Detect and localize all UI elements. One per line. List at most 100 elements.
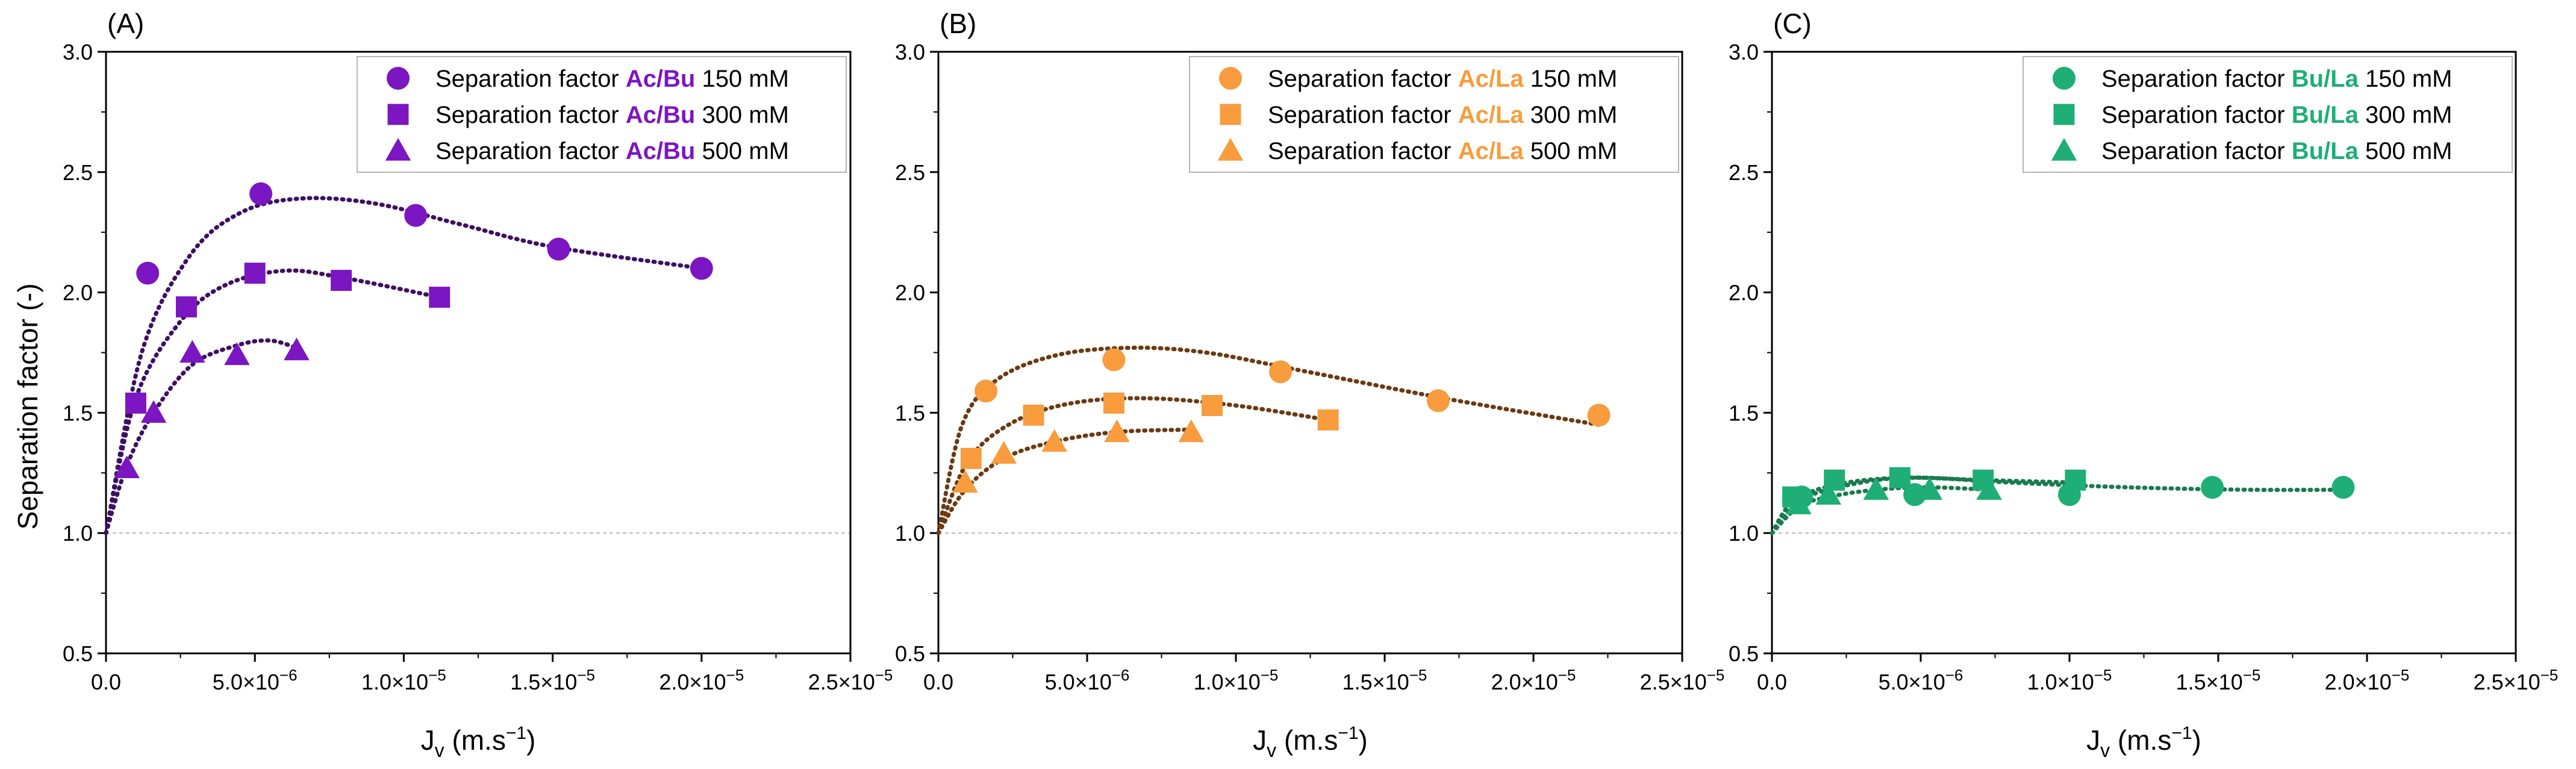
data-point-square bbox=[1889, 467, 1910, 488]
x-tick-label: 2.0×10−5 bbox=[659, 666, 744, 694]
data-point-circle bbox=[1426, 389, 1450, 413]
y-tick-label: 1.5 bbox=[63, 400, 93, 425]
x-tick-label: 1.0×10−5 bbox=[2027, 666, 2112, 694]
x-tick-label: 0.0 bbox=[923, 670, 953, 694]
x-tick-label: 5.0×10−6 bbox=[1879, 666, 1963, 694]
x-tick-label: 2.5×10−5 bbox=[1640, 666, 1725, 694]
data-point-triangle bbox=[991, 441, 1017, 464]
legend: Separation factor Ac/La 150 mM Separation… bbox=[1189, 56, 1679, 173]
legend-entry: Separation factor Ac/La 300 mM bbox=[1268, 102, 1617, 128]
x-tick-label: 5.0×10−6 bbox=[1045, 666, 1130, 694]
data-point-circle bbox=[249, 182, 273, 205]
fit-curve bbox=[936, 396, 1330, 535]
fit-curve bbox=[936, 427, 1194, 535]
data-point-triangle bbox=[114, 455, 140, 479]
x-tick-label: 1.0×10−5 bbox=[361, 666, 446, 694]
legend-marker-square bbox=[387, 104, 409, 125]
legend-entry: Separation factor Ac/La 500 mM bbox=[1268, 138, 1617, 164]
data-point-triangle bbox=[284, 337, 310, 361]
panel-1: 0.0 5.0×10−6 1.0×10−5 1.5×10−5 2.0×10−5 2.5×1… bbox=[63, 8, 893, 761]
data-point-circle bbox=[975, 379, 998, 403]
x-tick-label: 1.5×10−5 bbox=[1343, 666, 1427, 694]
fit-curve bbox=[104, 338, 299, 535]
data-point-circle bbox=[1102, 348, 1126, 372]
x-tick-label: 0.0 bbox=[1757, 670, 1787, 694]
data-point-square bbox=[176, 296, 197, 318]
legend-marker-circle bbox=[1219, 67, 1242, 90]
data-point-triangle bbox=[1815, 482, 1842, 505]
data-point-circle bbox=[404, 204, 428, 227]
data-point-circle bbox=[690, 257, 713, 280]
y-tick-label: 1.0 bbox=[1729, 521, 1759, 546]
data-point-circle bbox=[2331, 476, 2355, 499]
data-point-triangle bbox=[1041, 429, 1067, 452]
y-tick-label: 3.0 bbox=[63, 40, 93, 64]
data-point-triangle bbox=[1178, 419, 1205, 443]
data-point-triangle bbox=[179, 340, 205, 363]
fit-curve bbox=[104, 196, 704, 535]
data-point-square bbox=[331, 270, 352, 291]
legend-marker-square bbox=[2053, 104, 2075, 125]
x-tick-label: 2.5×10−5 bbox=[2474, 666, 2559, 694]
data-point-circle bbox=[1903, 483, 1927, 506]
y-tick-label: 1.0 bbox=[895, 521, 925, 546]
y-tick-label: 3.0 bbox=[1729, 40, 1759, 64]
data-point-square bbox=[125, 392, 146, 414]
y-tick-label: 3.0 bbox=[895, 40, 925, 64]
legend-entry: Separation factor Bu/La 500 mM bbox=[2101, 138, 2452, 164]
legend-entry: Separation factor Ac/Bu 150 mM bbox=[435, 66, 789, 92]
data-point-triangle bbox=[1976, 477, 2002, 500]
data-point-circle bbox=[547, 237, 570, 261]
y-tick-label: 0.5 bbox=[895, 641, 925, 666]
x-tick-label: 0.0 bbox=[91, 670, 121, 694]
legend-entry: Separation factor Ac/Bu 500 mM bbox=[435, 138, 789, 164]
data-point-square bbox=[1103, 392, 1124, 414]
legend: Separation factor Bu/La 150 mM Separation… bbox=[2022, 56, 2513, 173]
x-tick-label: 2.5×10−5 bbox=[808, 666, 893, 694]
data-point-square bbox=[1023, 404, 1044, 426]
fit-curve bbox=[1770, 475, 2345, 535]
legend: Separation factor Ac/Bu 150 mM Separation… bbox=[357, 56, 847, 173]
legend-box bbox=[357, 56, 847, 173]
x-tick-label: 1.5×10−5 bbox=[2176, 666, 2261, 694]
data-point-square bbox=[1202, 394, 1223, 416]
legend-marker-square bbox=[1220, 104, 1241, 125]
legend-box bbox=[1189, 56, 1679, 173]
panel-label: (A) bbox=[107, 8, 144, 39]
panel-label: (B) bbox=[940, 8, 976, 39]
y-tick-label: 2.5 bbox=[63, 160, 93, 185]
x-tick-label: 2.0×10−5 bbox=[1491, 666, 1576, 694]
legend-marker-circle bbox=[387, 67, 410, 90]
x-tick-label: 5.0×10−6 bbox=[213, 666, 298, 694]
fit-curve bbox=[936, 345, 1601, 535]
y-tick-label: 1.5 bbox=[1729, 400, 1759, 425]
fit-curve bbox=[104, 268, 442, 535]
y-tick-label: 1.0 bbox=[63, 521, 93, 546]
y-tick-label: 1.5 bbox=[895, 400, 925, 425]
data-point-circle bbox=[1269, 360, 1293, 384]
legend-marker-triangle bbox=[385, 138, 411, 161]
y-tick-label: 2.5 bbox=[895, 160, 925, 185]
x-axis-title: Jv (m.s−1) bbox=[1253, 723, 1368, 761]
data-point-square bbox=[960, 447, 982, 469]
y-tick-label: 2.0 bbox=[895, 281, 925, 305]
y-tick-label: 2.5 bbox=[1729, 160, 1759, 185]
legend-entry: Separation factor Bu/La 300 mM bbox=[2101, 102, 2452, 128]
data-point-square bbox=[2065, 469, 2086, 491]
x-axis-title: Jv (m.s−1) bbox=[421, 723, 536, 761]
legend-marker-circle bbox=[2053, 67, 2075, 90]
x-tick-label: 2.0×10−5 bbox=[2325, 666, 2410, 694]
panel-label: (C) bbox=[1773, 8, 1812, 39]
data-point-triangle bbox=[952, 470, 978, 493]
data-point-circle bbox=[136, 261, 160, 285]
y-axis-title: Separation factor (-) bbox=[12, 283, 43, 529]
data-point-triangle bbox=[1863, 477, 1889, 500]
legend-entry: Separation factor Bu/La 150 mM bbox=[2101, 66, 2452, 92]
data-point-circle bbox=[2201, 476, 2224, 499]
x-axis-title: Jv (m.s−1) bbox=[2086, 723, 2201, 761]
data-point-triangle bbox=[1786, 491, 1812, 514]
data-point-square bbox=[1317, 409, 1339, 431]
data-point-triangle bbox=[224, 342, 250, 366]
panel-2: 0.0 5.0×10−6 1.0×10−5 1.5×10−5 2.0×10−5 2.5×1… bbox=[895, 8, 1724, 761]
legend-box bbox=[2022, 56, 2513, 173]
